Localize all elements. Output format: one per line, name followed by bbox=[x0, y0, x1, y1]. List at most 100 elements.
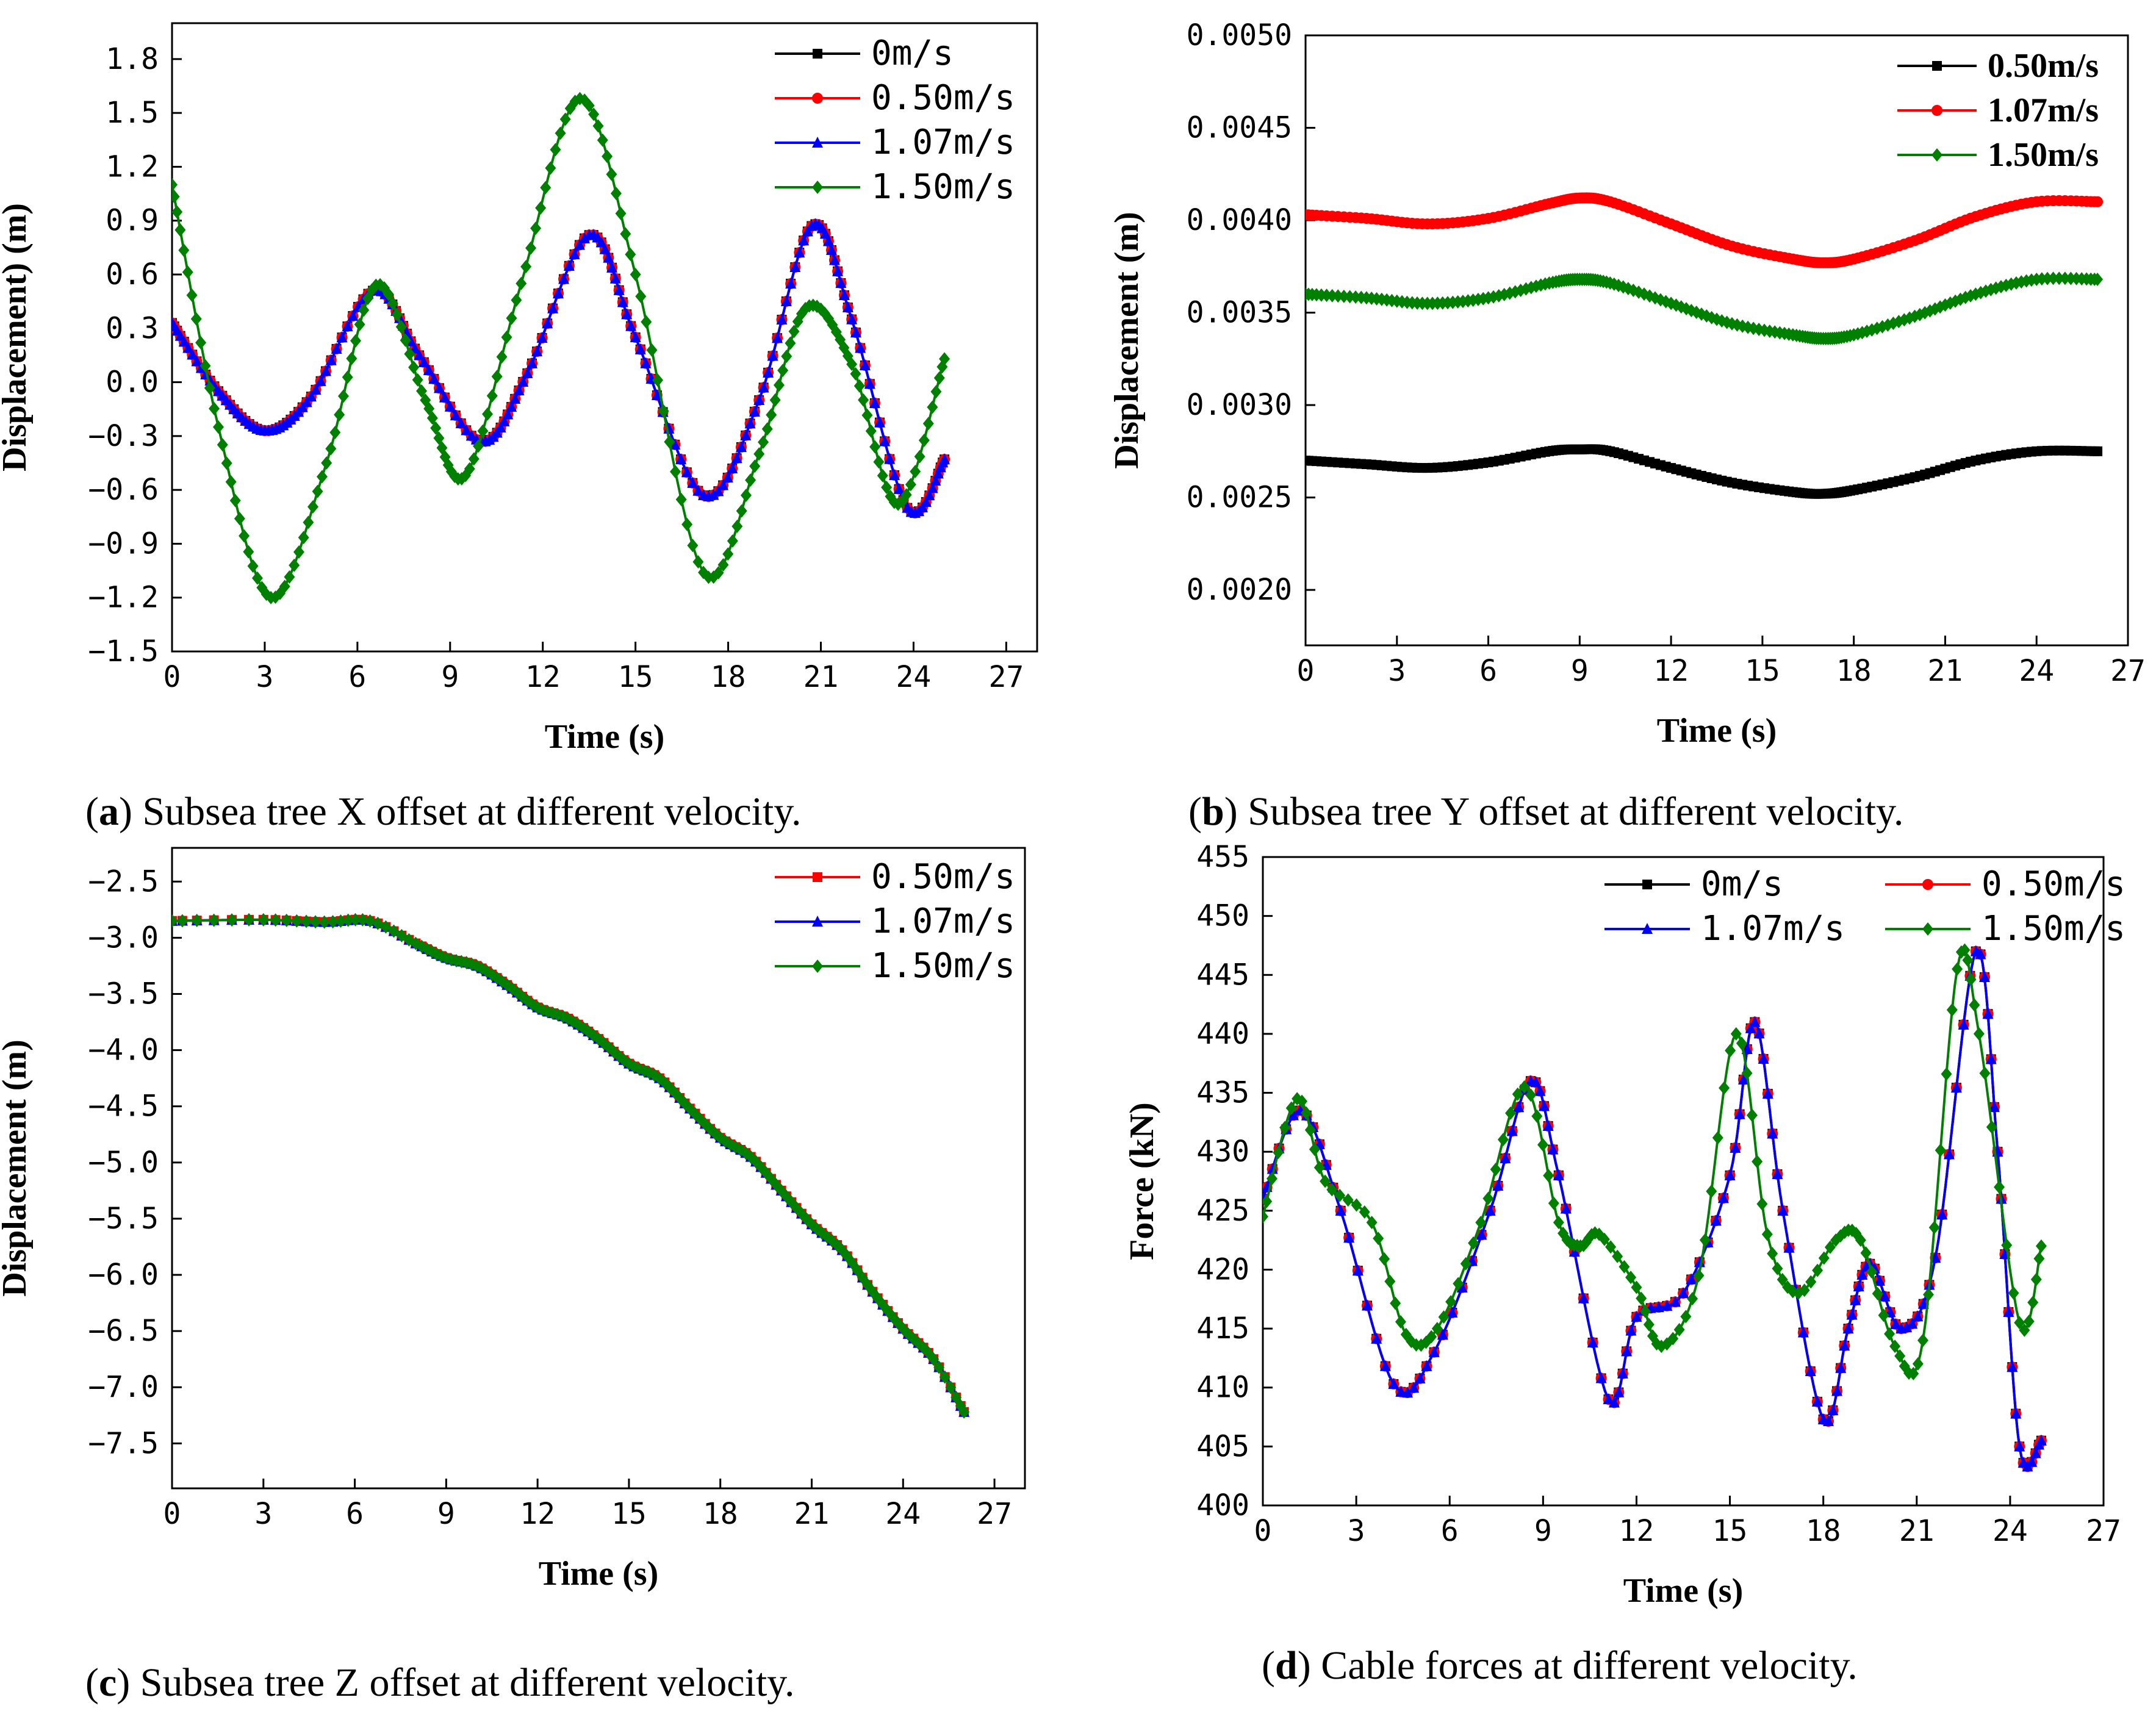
data-point bbox=[675, 453, 687, 465]
data-point bbox=[1512, 1087, 1523, 1101]
data-point bbox=[195, 335, 207, 350]
data-point bbox=[1518, 1080, 1530, 1094]
data-point bbox=[884, 453, 896, 464]
data-point bbox=[874, 416, 886, 428]
data-point bbox=[1958, 1018, 1969, 1030]
data-point bbox=[1625, 1324, 1637, 1336]
x-tick-label: 12 bbox=[520, 1497, 555, 1531]
data-point bbox=[828, 254, 840, 265]
data-point bbox=[414, 349, 425, 360]
data-point bbox=[798, 234, 810, 246]
data-point bbox=[1643, 1318, 1655, 1332]
data-point bbox=[763, 366, 774, 378]
data-point bbox=[2033, 1252, 2045, 1266]
caption-c: (c) Subsea tree Z offset at different ve… bbox=[85, 1660, 795, 1705]
data-point bbox=[1669, 1296, 1681, 1307]
data-point bbox=[2003, 1305, 2014, 1317]
data-point bbox=[1919, 306, 1931, 320]
data-point bbox=[1831, 1385, 1842, 1396]
chart-d: 0 3 6 9 12 15 18 21 24 27 400 405 410 415 420 425 430 435… bbox=[1123, 840, 2125, 1610]
data-point bbox=[850, 326, 861, 338]
series-line bbox=[172, 918, 965, 1413]
data-point bbox=[1878, 1308, 1889, 1322]
data-point bbox=[1777, 1204, 1789, 1216]
legend-label: 0.50m/s bbox=[1988, 47, 2099, 85]
data-point bbox=[1975, 948, 1986, 960]
data-point bbox=[1484, 1204, 1496, 1216]
data-point bbox=[1912, 1310, 1924, 1322]
data-point bbox=[1994, 1180, 2005, 1194]
data-point bbox=[1965, 972, 1977, 986]
data-point bbox=[495, 421, 506, 432]
series-line bbox=[172, 918, 965, 1413]
legend-entry: 0.50m/s bbox=[775, 857, 1015, 897]
data-point bbox=[1950, 1081, 1962, 1093]
data-point bbox=[1530, 1076, 1542, 1088]
data-point bbox=[482, 407, 494, 421]
legend-entry: 1.07m/s bbox=[1897, 91, 2099, 129]
data-point bbox=[354, 317, 365, 331]
legend-entry: 1.07m/s bbox=[775, 123, 1015, 162]
plot-frame bbox=[171, 22, 1038, 653]
y-tick-label: −1.5 bbox=[88, 634, 159, 669]
data-point bbox=[939, 352, 950, 366]
data-point bbox=[516, 276, 527, 290]
data-point bbox=[781, 350, 792, 364]
data-point bbox=[1500, 1152, 1511, 1163]
data-point bbox=[753, 447, 765, 461]
data-point bbox=[1553, 1169, 1564, 1180]
data-point bbox=[950, 1390, 962, 1404]
data-point bbox=[530, 221, 542, 235]
data-point bbox=[914, 450, 925, 464]
data-point bbox=[1490, 1163, 1501, 1177]
y-tick-label: 0.0035 bbox=[1187, 296, 1292, 330]
data-point bbox=[1805, 1275, 1817, 1289]
data-point bbox=[825, 243, 837, 255]
data-point bbox=[1538, 1100, 1550, 1111]
data-point bbox=[822, 235, 834, 246]
y-tick-label: −3.5 bbox=[88, 977, 159, 1011]
data-point bbox=[1352, 1264, 1364, 1276]
data-point bbox=[208, 913, 220, 927]
data-point bbox=[342, 913, 354, 927]
data-point bbox=[321, 456, 332, 470]
data-point bbox=[920, 495, 932, 507]
legend-marker bbox=[1931, 105, 1942, 116]
data-point bbox=[310, 915, 322, 929]
data-point bbox=[1453, 1277, 1464, 1291]
data-point bbox=[1874, 1274, 1885, 1286]
data-point bbox=[932, 467, 944, 479]
data-point bbox=[1675, 300, 1687, 314]
x-tick-label: 9 bbox=[1534, 1514, 1552, 1548]
data-point bbox=[835, 277, 847, 289]
data-point bbox=[2010, 1407, 2022, 1419]
data-point bbox=[1928, 1221, 1940, 1235]
data-point bbox=[433, 382, 445, 393]
y-tick-label: 1.2 bbox=[106, 149, 159, 184]
data-point bbox=[785, 336, 796, 350]
data-point bbox=[758, 381, 769, 393]
data-point bbox=[212, 420, 224, 434]
data-point bbox=[1598, 1232, 1610, 1246]
data-point bbox=[1617, 1367, 1628, 1379]
data-point bbox=[930, 475, 941, 486]
data-point bbox=[599, 243, 611, 254]
series-line bbox=[172, 97, 946, 599]
x-tick-label: 18 bbox=[711, 660, 746, 694]
y-tick-label: 435 bbox=[1196, 1076, 1249, 1110]
y-tick-label: 1.5 bbox=[106, 96, 159, 130]
data-point bbox=[331, 342, 342, 354]
data-point bbox=[1456, 1281, 1468, 1293]
data-point bbox=[609, 272, 621, 284]
data-point bbox=[713, 485, 724, 497]
data-point bbox=[1908, 1366, 1919, 1380]
data-point bbox=[767, 350, 778, 361]
y-tick-label: −0.9 bbox=[88, 526, 159, 561]
data-point bbox=[761, 422, 773, 436]
data-point bbox=[486, 389, 498, 403]
data-point bbox=[1631, 1280, 1642, 1294]
x-axis-title: Time (s) bbox=[539, 1555, 659, 1593]
x-tick-label: 15 bbox=[1745, 654, 1780, 688]
data-point bbox=[1613, 1386, 1625, 1397]
data-point bbox=[172, 190, 180, 204]
